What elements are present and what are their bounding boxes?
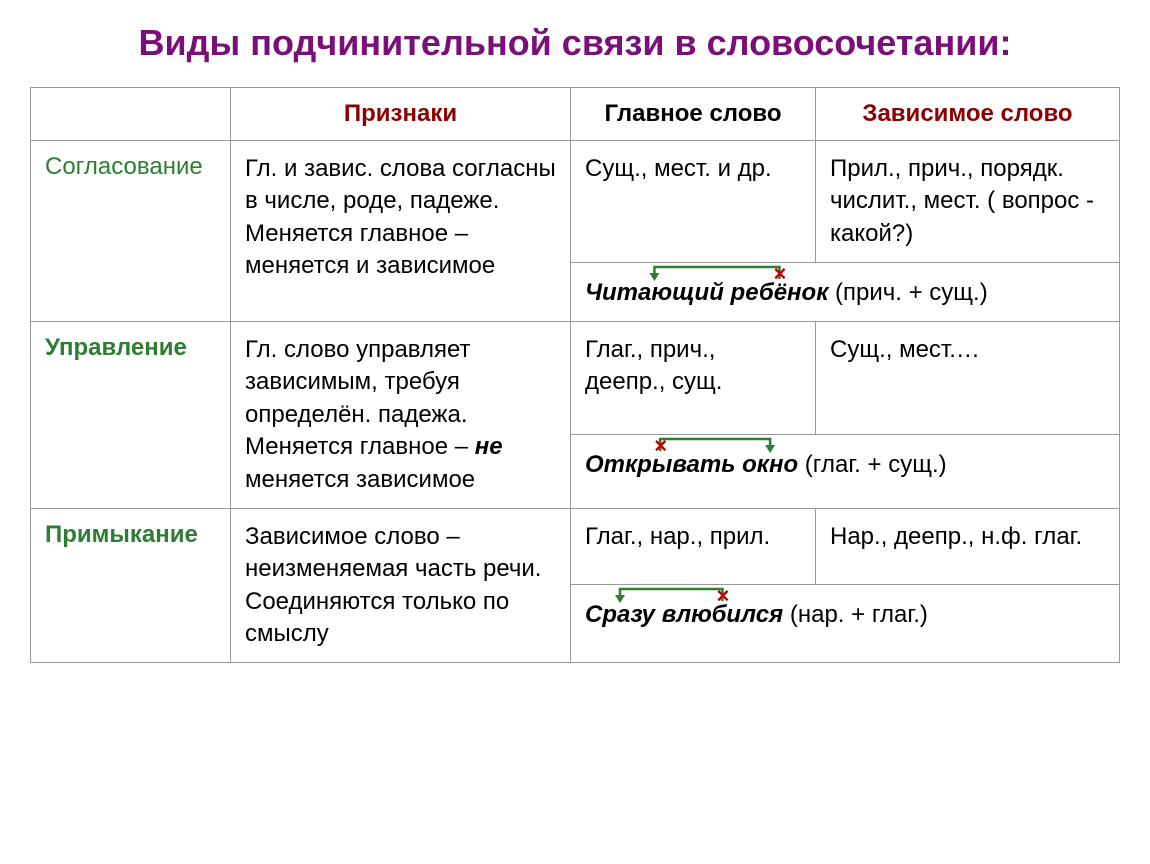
header-main: Главное слово	[571, 87, 816, 140]
table-row: Согласование Гл. и завис. слова согласны…	[31, 140, 1120, 262]
dep-cell-1: Сущ., мест.…	[816, 321, 1120, 434]
dep-cell-2: Нар., деепр., н.ф. глаг.	[816, 508, 1120, 584]
main-cell-1: Глаг., прич., деепр., сущ.	[571, 321, 816, 434]
signs-cell-2: Зависимое слово – неизменяемая часть реч…	[231, 508, 571, 663]
table-row: Управление Гл. слово управляет зависимым…	[31, 321, 1120, 434]
type-cell-1: Управление	[31, 321, 231, 508]
page-title: Виды подчинительной связи в словосочетан…	[30, 20, 1120, 67]
table-header-row: Признаки Главное слово Зависимое слово	[31, 87, 1120, 140]
example-cell-1: Открывать окно (глаг. + сущ.) ×	[571, 434, 1120, 508]
signs-cell-1: Гл. слово управляет зависимым, требуя оп…	[231, 321, 571, 508]
header-empty	[31, 87, 231, 140]
header-signs: Признаки	[231, 87, 571, 140]
main-cell-0: Сущ., мест. и др.	[571, 140, 816, 262]
example-cell-2: Сразу влюбился (нар. + глаг.) ×	[571, 585, 1120, 663]
type-cell-0: Согласование	[31, 140, 231, 321]
table-row: Примыкание Зависимое слово – неизменяема…	[31, 508, 1120, 584]
dep-cell-0: Прил., прич., порядк. числит., мест. ( в…	[816, 140, 1120, 262]
header-dep: Зависимое слово	[816, 87, 1120, 140]
grammar-table: Признаки Главное слово Зависимое слово С…	[30, 87, 1120, 664]
main-cell-2: Глаг., нар., прил.	[571, 508, 816, 584]
signs-cell-0: Гл. и завис. слова согласны в числе, род…	[231, 140, 571, 321]
type-cell-2: Примыкание	[31, 508, 231, 663]
example-cell-0: Читающий ребёнок (прич. + сущ.) ×	[571, 262, 1120, 321]
